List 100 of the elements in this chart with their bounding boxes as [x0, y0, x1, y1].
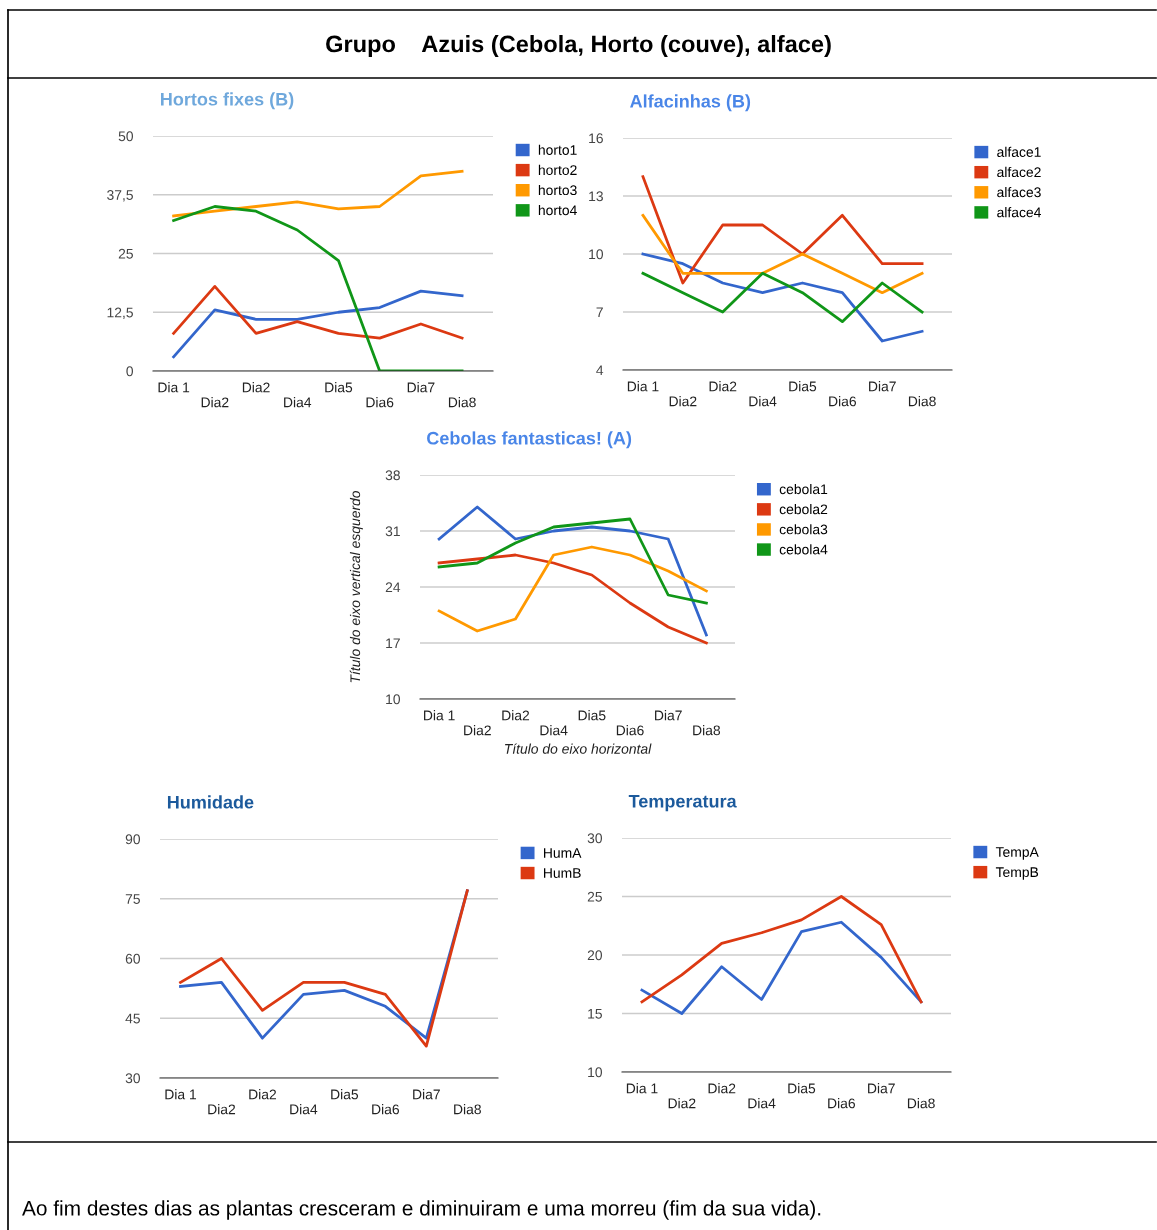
- chart-title: Temperatura: [628, 795, 737, 812]
- y-tick-label: 75: [125, 894, 140, 904]
- y-tick-label: 20: [587, 950, 603, 961]
- x-tick-label: Dia4: [290, 1104, 318, 1115]
- x-tick-label: Dia7: [868, 1083, 895, 1094]
- x-tick-label: Dia2: [669, 396, 697, 407]
- x-tick-label: Dia 1: [158, 382, 190, 393]
- y-tick-label: 4: [596, 365, 604, 376]
- y-tick-label: 25: [587, 891, 602, 902]
- x-tick-label: Dia2: [242, 382, 270, 393]
- legend-label: alface3: [997, 186, 1041, 198]
- x-tick-label: Dia5: [789, 381, 817, 392]
- x-tick-label: Dia5: [331, 1089, 359, 1100]
- x-tick-label: Dia6: [829, 396, 857, 407]
- x-tick-label: Dia7: [869, 381, 896, 392]
- x-tick-label: Dia6: [372, 1104, 400, 1115]
- y-tick-label: 38: [385, 470, 400, 481]
- legend-label: HumB: [544, 868, 581, 878]
- x-tick-label: Dia5: [325, 382, 353, 393]
- x-tick-label: Dia4: [748, 1098, 776, 1109]
- line-series: [640, 895, 923, 1004]
- x-tick-label: Dia8: [907, 1098, 935, 1109]
- x-tick-label: Dia4: [284, 397, 312, 408]
- x-tick-label: Dia2: [249, 1089, 277, 1100]
- legend-label: horto1: [538, 144, 577, 155]
- x-tick-label: Dia2: [668, 1098, 696, 1109]
- y-tick-label: 10: [588, 1067, 603, 1078]
- line-series: [641, 271, 924, 324]
- text: Ao fim destes dias as plantas cresceram e diminuiram e uma morreu (fim da sua vida).: [22, 1200, 821, 1220]
- x-tick-label: Dia2: [502, 710, 530, 721]
- legend-label: cebola2: [779, 504, 828, 515]
- y-tick-label: 30: [587, 833, 603, 844]
- legend-label: cebola1: [779, 483, 828, 495]
- line-series: [172, 289, 464, 359]
- y-tick-label: 15: [588, 1008, 602, 1019]
- line-series: [640, 920, 923, 1015]
- legend-label: alface4: [997, 207, 1041, 218]
- chart-title: Humidade: [167, 795, 254, 809]
- y-tick-label: 50: [118, 131, 134, 142]
- chart-title: Cebolas fantasticas! (A): [427, 431, 632, 449]
- y-tick-label: 10: [386, 694, 401, 705]
- y-axis-title: Título do eixo vertical esquerdo: [349, 490, 363, 683]
- x-axis-title: Título do eixo horizontal: [505, 743, 652, 754]
- x-tick-label: Dia6: [366, 397, 394, 408]
- line-series: [437, 553, 708, 645]
- y-tick-label: 12,5: [107, 307, 133, 320]
- y-tick-label: 10: [589, 249, 604, 260]
- x-tick-label: Dia2: [208, 1104, 236, 1115]
- x-tick-label: Dia2: [201, 397, 229, 408]
- legend-label: alface2: [997, 166, 1041, 178]
- x-tick-label: Dia8: [693, 725, 721, 736]
- y-tick-label: 24: [385, 582, 401, 593]
- legend-label: horto2: [538, 164, 577, 176]
- legend-label: cebola3: [779, 524, 828, 535]
- x-tick-label: Dia7: [655, 710, 682, 721]
- y-tick-label: 16: [589, 133, 603, 144]
- x-tick-label: Dia5: [578, 710, 606, 721]
- x-tick-label: Dia6: [828, 1098, 856, 1109]
- y-tick-label: 60: [125, 953, 141, 964]
- x-tick-label: Dia4: [540, 725, 568, 736]
- x-tick-label: Dia8: [454, 1104, 481, 1115]
- line-series: [437, 505, 708, 637]
- x-tick-label: Dia7: [413, 1089, 440, 1100]
- line-series: [172, 285, 464, 340]
- x-tick-label: Dia7: [407, 382, 435, 393]
- x-tick-label: Dia 1: [165, 1089, 197, 1100]
- x-tick-label: Dia 1: [626, 1083, 658, 1094]
- y-tick-label: 7: [596, 307, 603, 318]
- chart-title: Alfacinhas (B): [630, 94, 751, 112]
- x-tick-label: Dia2: [709, 381, 737, 392]
- y-tick-label: 90: [125, 834, 141, 845]
- y-tick-label: 37,5: [107, 190, 133, 202]
- x-tick-label: Dia5: [788, 1083, 816, 1094]
- chart-title: Hortos fixes (B): [161, 92, 294, 110]
- legend-label: cebola4: [779, 544, 828, 555]
- line-series: [641, 175, 924, 285]
- line-series: [437, 517, 708, 605]
- line-series: [641, 213, 924, 295]
- y-tick-label: 25: [118, 248, 133, 259]
- x-tick-label: Dia8: [448, 397, 476, 408]
- legend-label: horto4: [538, 205, 577, 216]
- x-tick-label: Dia2: [708, 1083, 736, 1094]
- y-tick-label: 31: [385, 526, 400, 537]
- x-tick-label: Dia4: [749, 396, 777, 407]
- legend-label: HumA: [544, 848, 582, 858]
- legend-label: TempA: [995, 847, 1039, 860]
- x-tick-label: Dia6: [616, 725, 644, 736]
- text: Grupo Azuis (Cebola, Horto (couve), alface): [326, 35, 831, 57]
- legend-label: alface1: [997, 146, 1041, 157]
- y-tick-label: 30: [125, 1073, 141, 1084]
- y-tick-label: 13: [589, 191, 603, 202]
- y-tick-label: 0: [126, 366, 134, 377]
- y-tick-label: 17: [386, 638, 400, 649]
- x-tick-label: Dia2: [464, 725, 491, 736]
- x-tick-label: Dia 1: [627, 381, 659, 392]
- y-tick-label: 45: [125, 1013, 140, 1024]
- line-series: [437, 545, 708, 633]
- legend-label: horto3: [538, 184, 577, 196]
- line-series: [172, 169, 464, 218]
- x-tick-label: Dia 1: [424, 710, 455, 721]
